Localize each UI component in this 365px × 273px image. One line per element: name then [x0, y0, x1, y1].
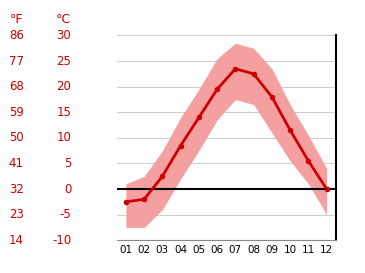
Text: 23: 23: [9, 208, 24, 221]
Text: 0: 0: [64, 183, 71, 195]
Text: 5: 5: [64, 157, 71, 170]
Text: 50: 50: [9, 131, 24, 144]
Text: °C: °C: [56, 13, 71, 26]
Text: 30: 30: [57, 29, 71, 42]
Text: 59: 59: [9, 106, 24, 119]
Text: 25: 25: [56, 55, 71, 68]
Text: -5: -5: [59, 208, 71, 221]
Text: 20: 20: [56, 80, 71, 93]
Text: 10: 10: [56, 131, 71, 144]
Text: 41: 41: [9, 157, 24, 170]
Text: °F: °F: [10, 13, 24, 26]
Text: 15: 15: [56, 106, 71, 119]
Text: 68: 68: [9, 80, 24, 93]
Text: 32: 32: [9, 183, 24, 195]
Text: 86: 86: [9, 29, 24, 42]
Text: 14: 14: [9, 234, 24, 247]
Text: 77: 77: [9, 55, 24, 68]
Text: -10: -10: [52, 234, 71, 247]
